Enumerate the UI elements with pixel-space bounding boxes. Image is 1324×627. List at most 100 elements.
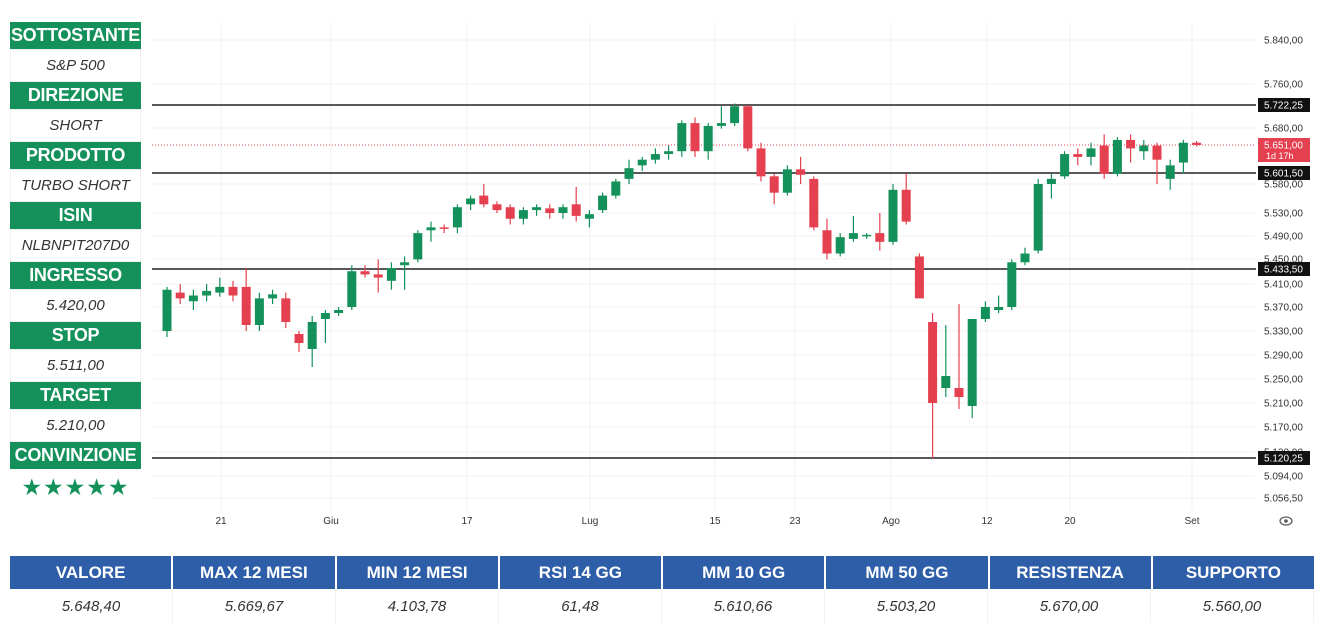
eye-settings-icon[interactable] (1279, 516, 1293, 526)
info-prodotto-header: PRODOTTO (10, 142, 141, 169)
y-tick-label: 5.490,00 (1264, 232, 1303, 243)
candle-body (347, 271, 357, 307)
candle-body (1126, 139, 1136, 149)
candle-body (637, 159, 647, 166)
info-target-header: TARGET (10, 382, 141, 409)
stats-value-resistenza: 5.670,00 (988, 589, 1151, 623)
candle-body (928, 322, 938, 403)
candle-body (967, 319, 977, 406)
candle-body (1165, 165, 1175, 179)
candle-body (756, 148, 766, 177)
candle-body (188, 295, 198, 302)
candle-body (1139, 145, 1149, 152)
candle-body (571, 204, 581, 216)
stats-value-row: 5.648,40 5.669,67 4.103,78 61,48 5.610,6… (10, 589, 1314, 623)
stats-header-mm50: MM 50 GG (826, 556, 988, 589)
y-tick-label: 5.290,00 (1264, 351, 1303, 362)
info-stop-header: STOP (10, 322, 141, 349)
candle-body (1099, 145, 1109, 174)
stats-value-max: 5.669,67 (173, 589, 336, 623)
candle-body (598, 195, 608, 211)
level-label: 5.722,25 (1264, 101, 1303, 112)
price-axis: 5.840,00 5.760,00 5.680,00 5.580,00 5.530,00… (1258, 36, 1310, 505)
info-prodotto-value: TURBO SHORT (10, 169, 141, 202)
y-tick-label: 5.680,00 (1264, 124, 1303, 135)
candle-body (650, 154, 660, 160)
info-isin-value: NLBNPIT207D0 (10, 229, 141, 262)
level-label: 5.601,50 (1264, 169, 1303, 180)
candle-body (162, 289, 172, 331)
candles (162, 103, 1202, 459)
candle-body (202, 290, 212, 296)
y-tick-label: 5.580,00 (1264, 180, 1303, 191)
stats-header-min: MIN 12 MESI (336, 556, 498, 589)
candle-body (941, 376, 951, 388)
y-tick-label: 5.094,00 (1264, 472, 1303, 483)
y-tick-label: 5.450,00 (1264, 255, 1303, 266)
x-tick-label: Lug (582, 516, 599, 527)
info-sottostante-value: S&P 500 (10, 49, 141, 82)
candle-body (175, 292, 185, 299)
y-tick-label: 5.370,00 (1264, 303, 1303, 314)
last-price-label: 5.651,00 (1264, 141, 1303, 152)
candle-body (518, 210, 528, 219)
info-panel: SOTTOSTANTE S&P 500 DIREZIONE SHORT PROD… (10, 22, 141, 505)
candle-body (994, 307, 1004, 310)
level-label-box (1258, 98, 1310, 112)
stats-header-mm10: MM 10 GG (663, 556, 825, 589)
candle-body (1033, 184, 1043, 251)
candle-body (730, 106, 740, 124)
x-tick-label: 23 (789, 516, 801, 527)
candle-body (400, 262, 410, 266)
info-stop-value: 5.511,00 (10, 349, 141, 382)
candle-body (980, 307, 990, 319)
candle-body (413, 233, 423, 260)
info-convinzione-header: CONVINZIONE (10, 442, 141, 469)
candle-body (1020, 253, 1030, 263)
level-label: 5.120,25 (1264, 454, 1303, 465)
candle-body (334, 310, 344, 313)
stats-value-supporto: 5.560,00 (1151, 589, 1314, 623)
candle-body (954, 388, 964, 397)
candle-body (875, 233, 885, 242)
stats-header-max: MAX 12 MESI (173, 556, 335, 589)
time-axis: 21 Giu 17 Lug 15 23 Ago 12 20 Set (215, 516, 1199, 527)
x-tick-label: Set (1184, 516, 1199, 527)
candle-body (426, 227, 436, 231)
candle-body (373, 274, 383, 278)
candle-body (1152, 145, 1162, 160)
level-label-box (1258, 166, 1310, 180)
x-tick-label: 21 (215, 516, 227, 527)
chart-grid (152, 22, 1255, 510)
candle-body (215, 286, 225, 293)
x-tick-label: Ago (882, 516, 900, 527)
candle-body (466, 198, 476, 205)
candle-body (624, 168, 634, 179)
info-target-value: 5.210,00 (10, 409, 141, 442)
stats-value-mm50: 5.503,20 (825, 589, 988, 623)
candle-body (1178, 142, 1188, 163)
candle-body (743, 106, 753, 149)
candlestick-chart[interactable]: 5.840,00 5.760,00 5.680,00 5.580,00 5.530,00… (0, 0, 1324, 540)
candle-body (241, 286, 251, 325)
stats-header-resistenza: RESISTENZA (989, 556, 1151, 589)
level-label-box (1258, 262, 1310, 276)
y-tick-label: 5.330,00 (1264, 327, 1303, 338)
candle-body (835, 237, 845, 254)
candle-body (307, 322, 317, 349)
stats-value-min: 4.103,78 (336, 589, 499, 623)
x-tick-label: 12 (981, 516, 993, 527)
info-direzione-header: DIREZIONE (10, 82, 141, 109)
x-tick-label: Giu (323, 516, 339, 527)
y-tick-label: 5.530,00 (1264, 209, 1303, 220)
candle-body (716, 123, 726, 126)
candle-body (809, 178, 819, 228)
info-ingresso-value: 5.420,00 (10, 289, 141, 322)
candle-body (545, 208, 555, 213)
info-isin-header: ISIN (10, 202, 141, 229)
candle-body (294, 334, 304, 343)
x-tick-label: 17 (461, 516, 473, 527)
candle-body (532, 207, 542, 211)
stats-value-rsi: 61,48 (499, 589, 662, 623)
candle-body (1073, 154, 1083, 157)
